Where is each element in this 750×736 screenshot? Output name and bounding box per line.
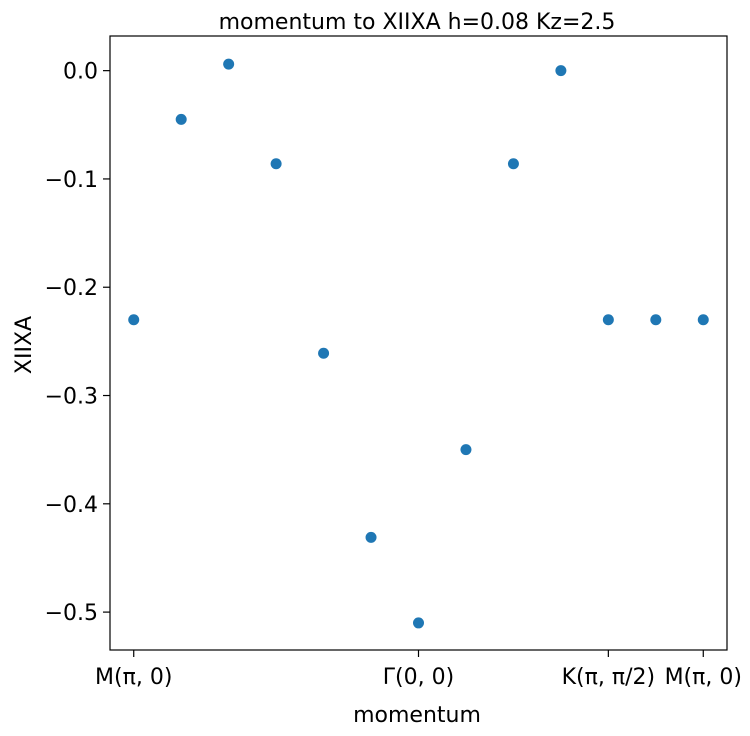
data-point xyxy=(318,347,330,359)
chart-title: momentum to XIIXA h=0.08 Kz=2.5 xyxy=(219,10,616,35)
y-tick-label: −0.1 xyxy=(45,168,98,193)
data-point xyxy=(460,444,472,456)
x-axis: M(π, 0) Γ(0, 0) K(π, π/2) M(π, 0) xyxy=(95,650,742,690)
y-tick-label: −0.5 xyxy=(45,601,98,626)
data-point xyxy=(697,314,709,326)
y-axis-label: XIIXA xyxy=(12,316,37,374)
plot-frame xyxy=(109,35,728,651)
x-axis-label: momentum xyxy=(353,703,481,728)
data-point xyxy=(175,113,187,125)
data-points xyxy=(128,58,709,629)
data-point xyxy=(555,65,567,77)
data-point xyxy=(602,314,614,326)
y-tick-label: 0.0 xyxy=(63,60,98,85)
data-point xyxy=(270,158,282,170)
data-point xyxy=(128,314,140,326)
x-tick-label: Γ(0, 0) xyxy=(383,665,454,690)
data-point xyxy=(365,531,377,543)
y-axis: 0.0 −0.1 −0.2 −0.3 −0.4 −0.5 xyxy=(45,60,110,626)
data-point xyxy=(507,158,519,170)
x-tick-label: M(π, 0) xyxy=(665,665,742,690)
y-tick-label: −0.4 xyxy=(45,493,98,518)
x-tick-label: K(π, π/2) xyxy=(562,665,655,690)
data-point xyxy=(223,58,235,70)
y-tick-label: −0.2 xyxy=(45,276,98,301)
y-tick-label: −0.3 xyxy=(45,385,98,410)
x-tick-label: M(π, 0) xyxy=(95,665,172,690)
data-point xyxy=(413,617,424,629)
data-point xyxy=(650,314,662,326)
